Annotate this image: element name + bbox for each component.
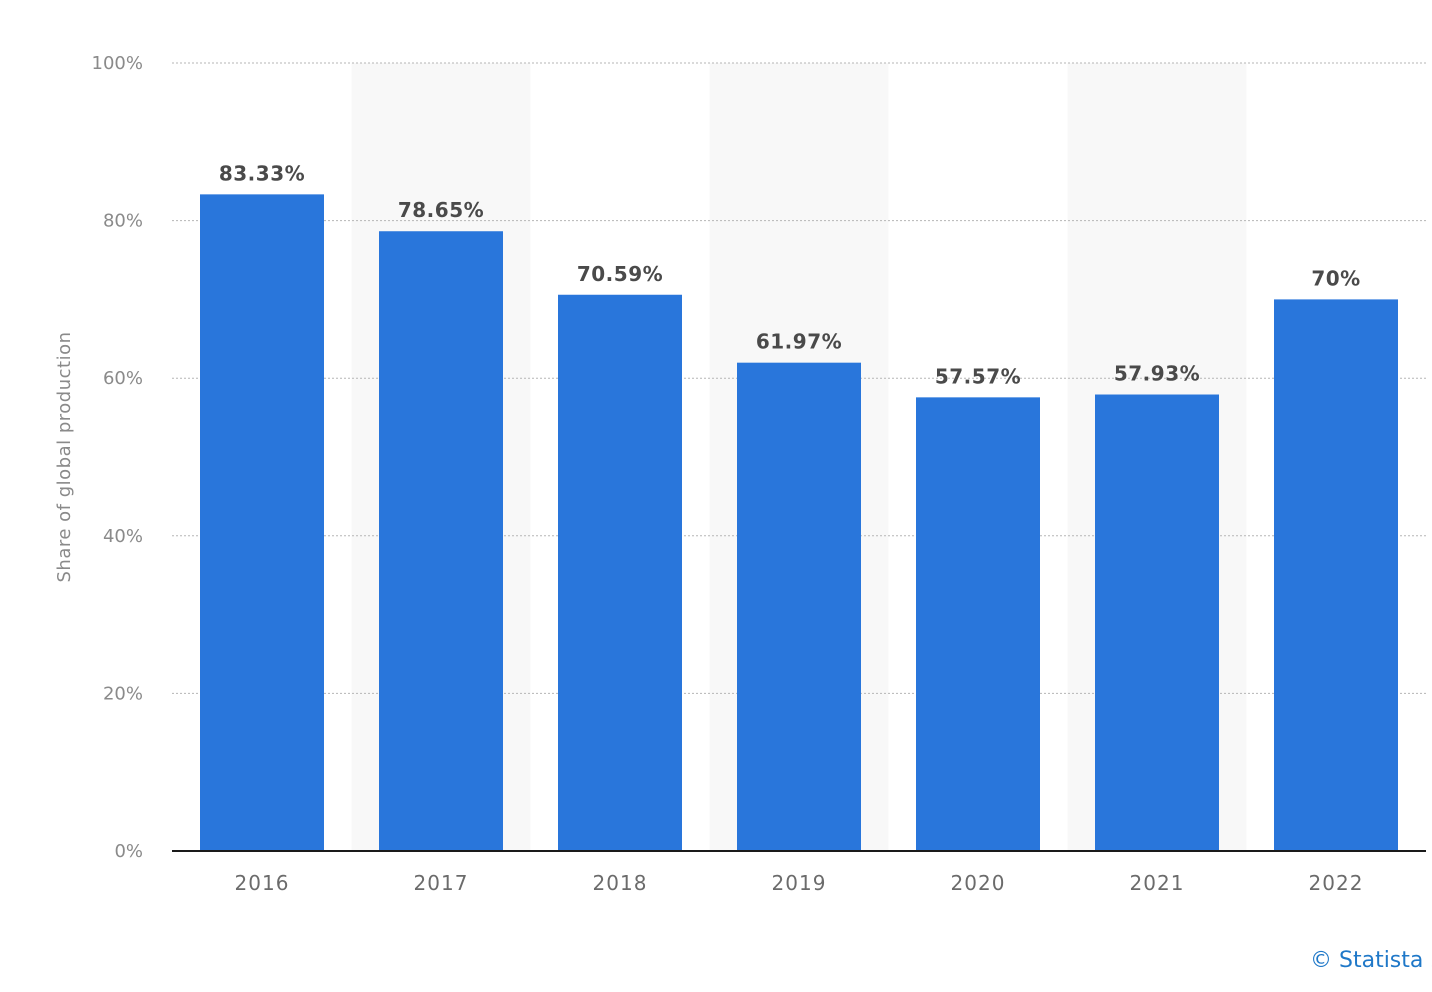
bars [200, 194, 1398, 851]
bar[interactable] [916, 397, 1040, 851]
bar[interactable] [379, 231, 503, 851]
bar[interactable] [200, 194, 324, 851]
bar[interactable] [1274, 299, 1398, 851]
x-tick-label: 2020 [951, 871, 1006, 895]
y-tick-label: 0% [114, 841, 143, 862]
data-label: 57.57% [935, 364, 1021, 388]
x-tick-label: 2021 [1130, 871, 1185, 895]
x-tick-label: 2016 [235, 871, 290, 895]
bar[interactable] [1095, 394, 1219, 851]
x-tick-label: 2019 [772, 871, 827, 895]
y-tick-label: 100% [92, 53, 143, 74]
data-label: 57.93% [1114, 362, 1200, 386]
statista-credit[interactable]: © Statista 2 [1310, 948, 1432, 973]
x-tick-label: 2018 [593, 871, 648, 895]
y-axis-ticks: 0% 20% 40% 60% 80% 100% [92, 53, 143, 862]
bar[interactable] [558, 294, 682, 851]
data-label: 78.65% [398, 198, 484, 222]
data-label: 61.97% [756, 330, 842, 354]
y-tick-label: 40% [103, 526, 143, 547]
data-label: 70% [1311, 266, 1360, 290]
y-tick-label: 80% [103, 211, 143, 232]
y-axis-label: Share of global production [54, 331, 75, 582]
x-tick-label: 2022 [1309, 871, 1364, 895]
y-tick-label: 20% [103, 683, 143, 704]
x-tick-label: 2017 [414, 871, 469, 895]
bar[interactable] [737, 362, 861, 851]
data-labels: 83.33% 78.65% 70.59% 61.97% 57.57% 57.93% 70% [219, 161, 1360, 388]
y-tick-label: 60% [103, 368, 143, 389]
x-axis-ticks: 2016 2017 2018 2019 2020 2021 2022 [235, 871, 1364, 895]
data-label: 83.33% [219, 161, 305, 185]
data-label: 70.59% [577, 262, 663, 286]
